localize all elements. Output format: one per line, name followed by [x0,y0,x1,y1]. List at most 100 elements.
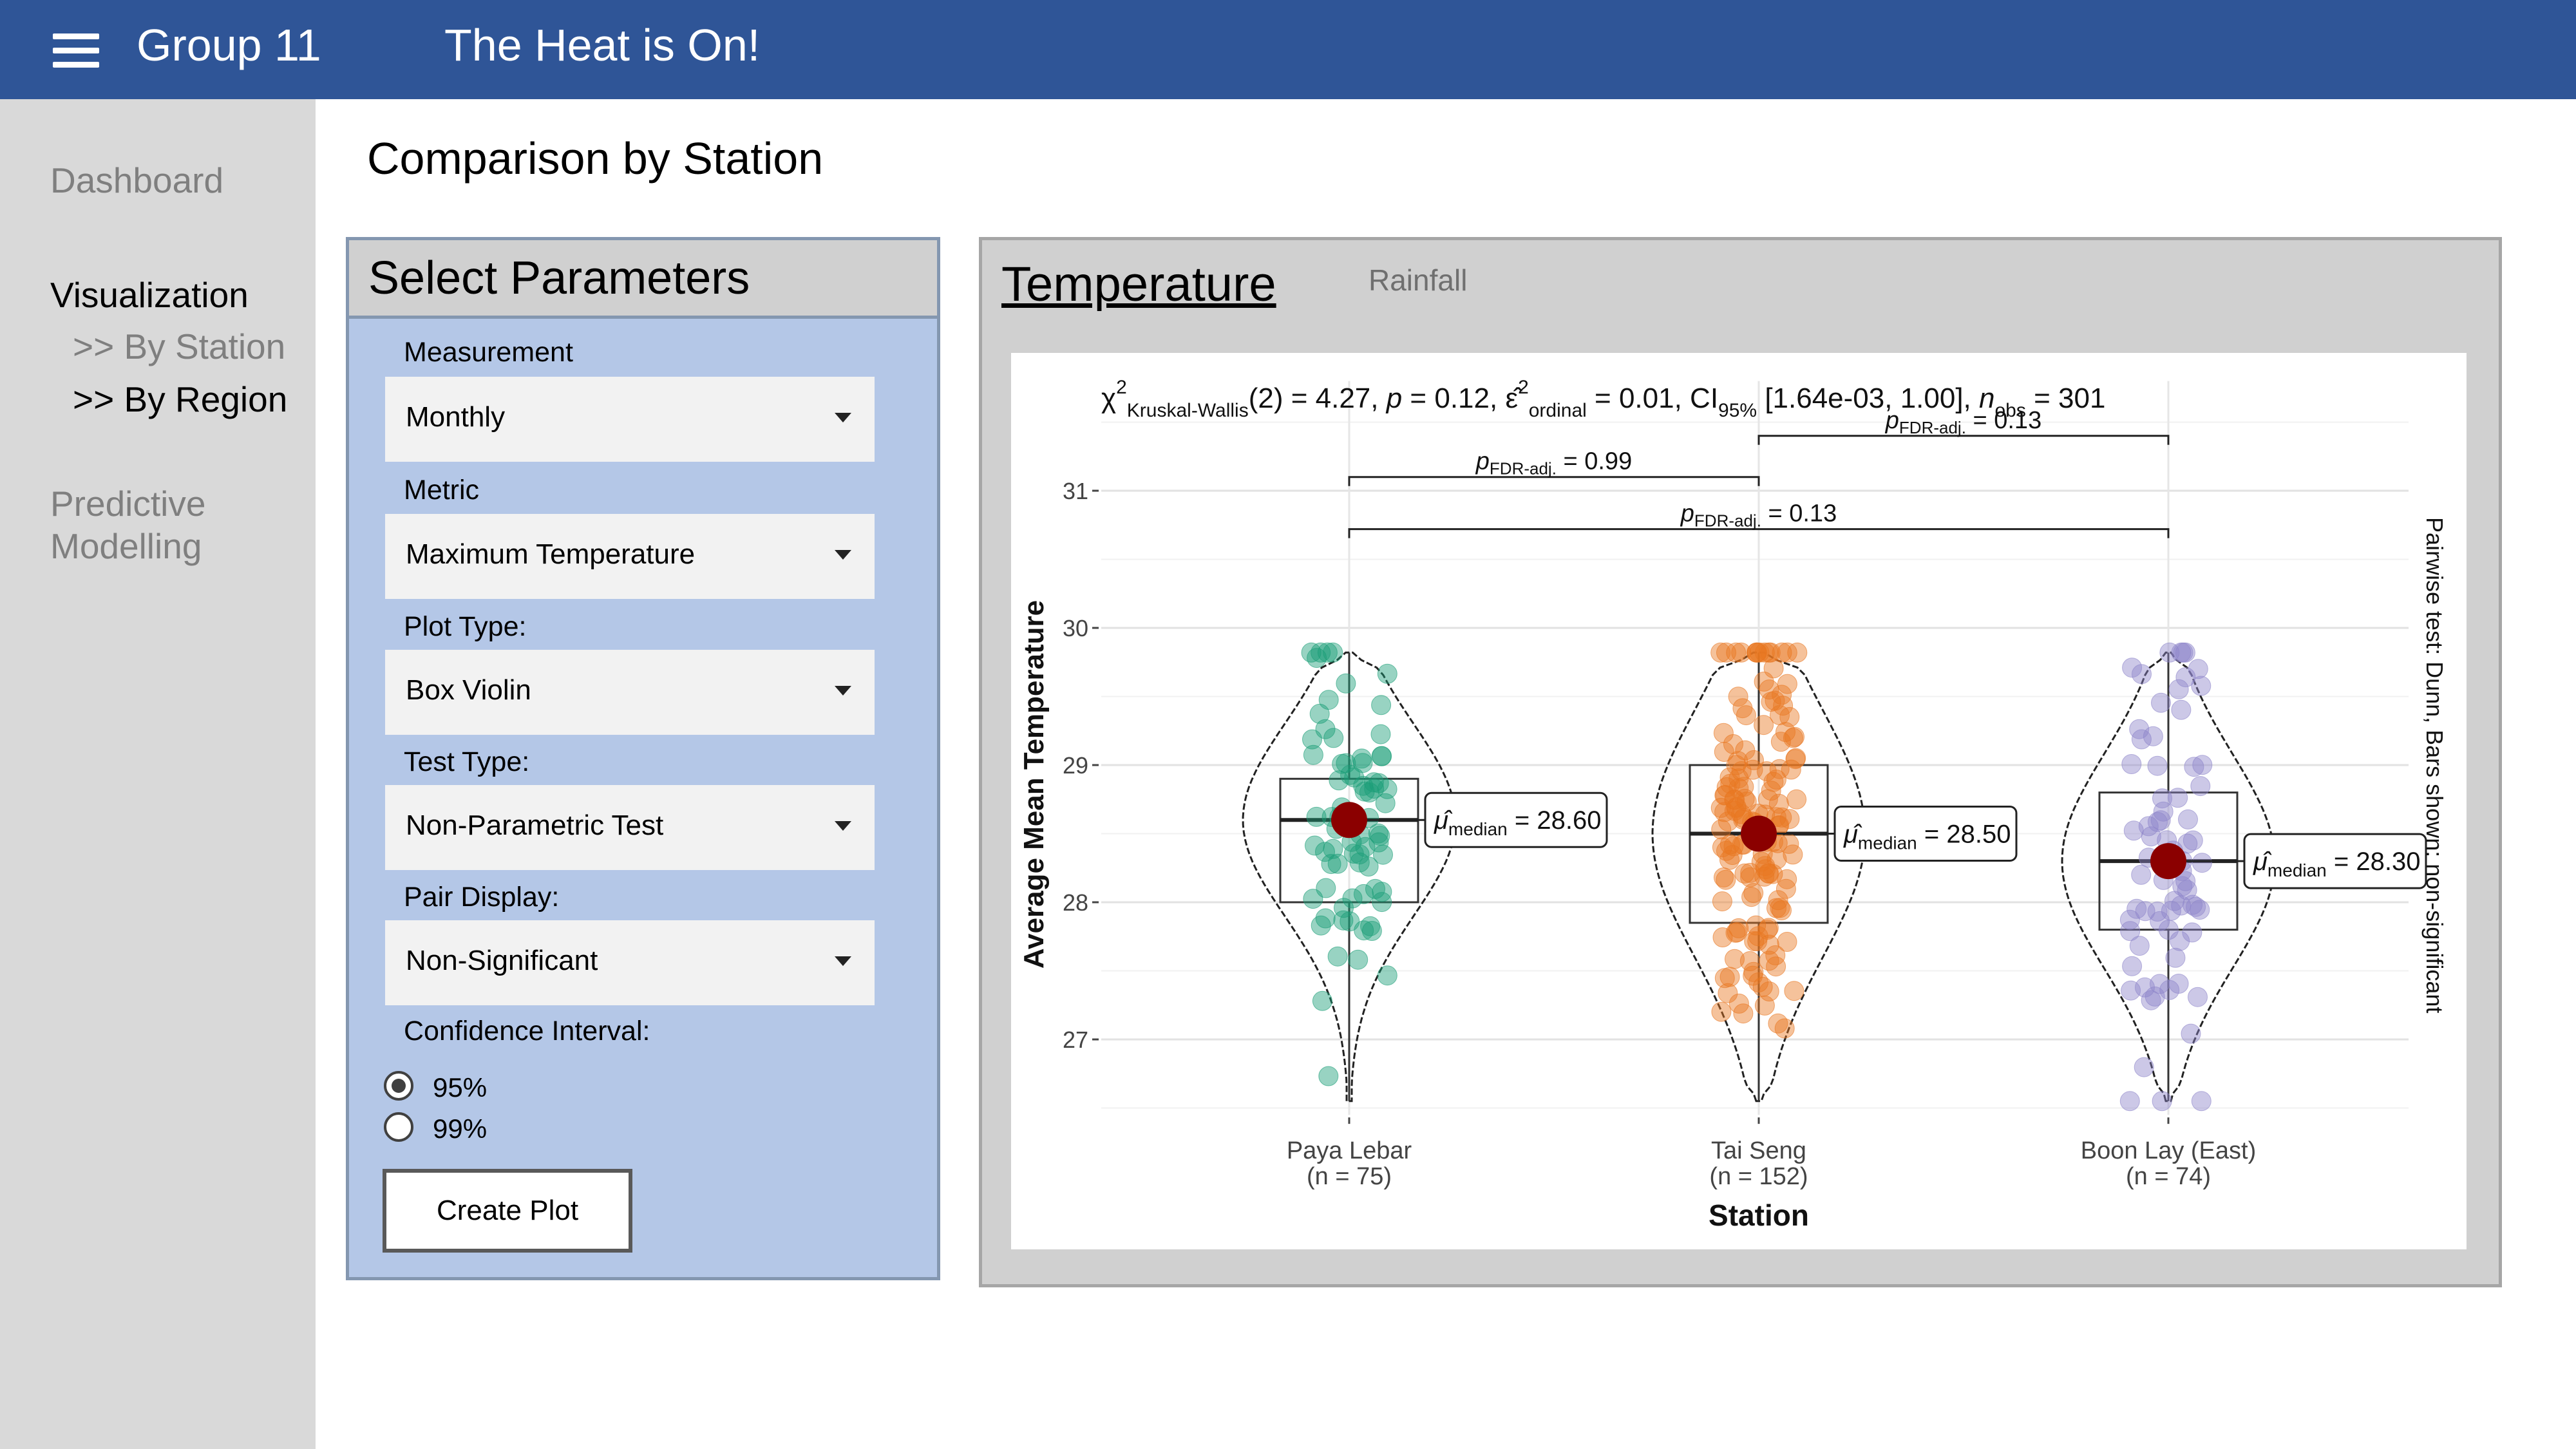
y-tick-label: 31 [1063,478,1088,504]
data-point [1716,869,1736,890]
data-point [1370,724,1391,744]
data-point [1783,844,1803,865]
metric-select[interactable]: Maximum Temperature [385,514,875,599]
sidebar-item-by-region[interactable]: >> By Region [73,379,288,419]
data-point [2122,658,2143,678]
metric-label: Metric [404,475,480,506]
data-point [2150,974,2170,994]
create-plot-button[interactable]: Create Plot [383,1169,632,1253]
ci-95-radio[interactable] [384,1071,413,1101]
data-point [1761,781,1781,801]
violin-outline [1242,651,1457,1103]
data-point [1370,826,1390,846]
x-tick-label-n: (n = 75) [1307,1163,1392,1190]
median-points [1331,802,2244,880]
data-point [1724,790,1745,810]
data-point [1779,706,1800,727]
data-point [2129,936,2150,956]
data-point [2192,853,2212,873]
test-type-select[interactable]: Non-Parametric Test [385,785,875,870]
ci-95-label: 95% [433,1072,488,1103]
tab-rainfall[interactable]: Rainfall [1368,263,1468,297]
x-tick-label-n: (n = 152) [1709,1163,1808,1190]
chevron-down-icon [835,686,851,696]
data-point [2183,830,2203,851]
data-point [2175,667,2196,688]
median-point [1741,815,1777,852]
data-point [2152,1091,2172,1112]
data-point [1760,642,1781,663]
data-point [1759,981,1779,1001]
data-point [1783,728,1803,748]
data-point [1327,946,1348,967]
data-point [1312,990,1332,1011]
data-point [1303,744,1323,765]
x-tick-label: Tai Seng [1711,1137,1806,1164]
box-violin-chart: μ̂median = 28.60 μ̂median = 28.50μ̂median… [1018,377,2448,1232]
data-point [1311,915,1331,936]
data-point [1784,981,1804,1001]
data-point [1333,910,1354,931]
data-point [2151,692,2171,713]
confidence-interval-label: Confidence Interval: [404,1016,650,1046]
chevron-down-icon [835,821,851,831]
data-point [1728,918,1749,938]
data-point [1758,918,1779,938]
sidebar-item-visualization[interactable]: Visualization [50,275,249,315]
data-point [1306,806,1327,827]
data-point [1317,642,1338,663]
sidebar-item-predictive-modelling[interactable]: Predictive Modelling [50,483,205,567]
sidebar-item-label: Modelling [50,526,202,566]
data-point [1785,726,1804,747]
data-point [1712,837,1732,858]
sidebar-item-by-station[interactable]: >> By Station [73,327,286,366]
data-point [1719,834,1740,855]
data-point [1766,956,1786,977]
plot-type-select[interactable]: Box Violin [385,650,875,735]
parameters-panel-title: Select Parameters [368,252,750,304]
pairwise-bracket [1757,435,2170,445]
data-point [2131,864,2152,885]
data-point [1372,892,1392,913]
median-point [1331,802,1367,838]
tab-temperature[interactable]: Temperature [1001,257,1276,312]
ci-99-radio[interactable] [384,1112,413,1142]
data-point [1765,945,1786,965]
data-point [2173,642,2193,663]
data-point [1321,854,1341,875]
data-point [1715,784,1736,805]
data-point [1772,807,1792,828]
data-point [2159,980,2180,1000]
data-point [1754,642,1775,663]
pair-display-select[interactable]: Non-Significant [385,920,875,1005]
data-point [1754,995,1775,1016]
data-point [2141,990,2161,1010]
data-point [1377,663,1397,684]
pair-display-label: Pair Display: [404,882,560,913]
sidebar-item-dashboard[interactable]: Dashboard [50,160,224,200]
data-point [1348,949,1368,970]
data-point [1323,838,1343,859]
hamburger-menu-icon[interactable] [53,33,99,68]
data-point [1354,884,1374,904]
data-point [2119,1091,2140,1112]
y-tick-label: 28 [1063,889,1088,916]
data-point [2165,947,2186,968]
data-point [1779,809,1800,829]
x-tick-label: Boon Lay (East) [2081,1137,2256,1164]
data-point [1719,967,1740,987]
measurement-select[interactable]: Monthly [385,377,875,462]
x-tick-label: Paya Lebar [1287,1137,1412,1164]
data-point [1787,642,1808,663]
data-point [1728,687,1748,707]
data-point [1354,920,1374,941]
data-point [2120,921,2141,942]
data-point [2150,810,2171,831]
data-point [1718,811,1738,832]
data-point [1309,703,1330,724]
pairwise-label: pFDR-adj. = 0.13 [1680,500,1837,531]
data-point [2188,987,2208,1007]
data-point [1716,777,1737,797]
data-point [2138,816,2159,837]
data-point [2121,754,2142,774]
